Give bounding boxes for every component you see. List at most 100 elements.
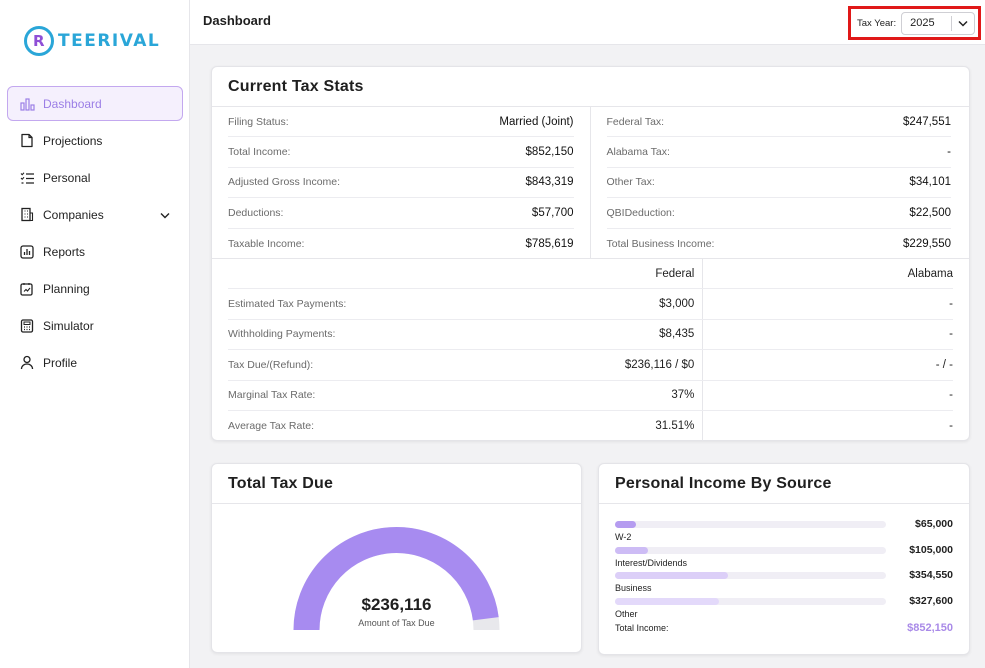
table-row-label: Withholding Payments: [228, 328, 336, 341]
state-value: - [949, 298, 953, 311]
tax-year-selector: Tax Year: 2025 [848, 6, 981, 40]
income-value: $105,000 [909, 543, 953, 556]
stat-label: Taxable Income: [228, 237, 305, 250]
federal-value: $236,116 / $0 [561, 350, 704, 380]
income-total-value: $852,150 [907, 622, 953, 634]
income-by-source-card: Personal Income By Source $65,000 W-2 $1… [598, 463, 970, 655]
income-value: $354,550 [909, 569, 953, 581]
income-source-name: Other [615, 608, 638, 619]
table-row-label: Average Tax Rate: [228, 420, 314, 433]
brand-logo[interactable]: R TEERIVAL [24, 26, 160, 56]
sidebar-item-dashboard[interactable]: Dashboard [7, 86, 183, 121]
stat-label: Filing Status: [228, 115, 289, 128]
sidebar-item-label: Companies [43, 207, 104, 222]
list-item: $65,000 W-2 [615, 518, 953, 544]
document-icon [19, 133, 35, 149]
income-source-name: Interest/Dividends [615, 557, 688, 568]
stats-summary: Filing Status: Married (Joint) Total Inco… [212, 107, 969, 259]
sidebar-item-personal[interactable]: Personal [7, 160, 183, 195]
card-title: Total Tax Due [212, 464, 581, 504]
table-header-state: Alabama [907, 267, 953, 280]
stat-value: - [947, 146, 951, 159]
stats-left-column: Filing Status: Married (Joint) Total Inco… [212, 107, 591, 258]
sidebar-item-label: Simulator [43, 318, 94, 333]
stat-row: Total Income: $852,150 [228, 137, 574, 168]
federal-value: 31.51% [561, 410, 704, 442]
stat-label: Total Income: [228, 146, 291, 159]
stat-value: $852,150 [525, 146, 574, 159]
sidebar-item-profile[interactable]: Profile [7, 345, 183, 380]
stat-row: Total Business Income: $229,550 [607, 229, 952, 259]
tax-due-caption: Amount of Tax Due [358, 618, 435, 628]
stat-label: Deductions: [228, 206, 284, 219]
tax-due-gauge: $236,116 Amount of Tax Due [212, 505, 581, 653]
stat-value: $247,551 [903, 115, 951, 128]
stat-value: $22,500 [909, 206, 951, 219]
stat-label: Adjusted Gross Income: [228, 176, 341, 189]
state-value: - [949, 389, 953, 402]
chevron-down-icon[interactable] [160, 208, 170, 222]
state-value: - [949, 420, 953, 433]
current-tax-stats-card: Current Tax Stats Filing Status: Married … [211, 66, 970, 442]
stat-label: QBIDeduction: [606, 206, 675, 219]
income-source-name: Business [615, 583, 652, 593]
report-chart-icon [19, 244, 35, 260]
brand-name: TEERIVAL [58, 31, 161, 51]
stat-value: $34,101 [909, 176, 951, 189]
income-bar-track [615, 521, 886, 528]
sidebar-item-projections[interactable]: Projections [7, 123, 183, 158]
bar-chart-icon [19, 96, 35, 112]
income-bar-track [615, 597, 886, 605]
income-value: $327,600 [909, 594, 953, 607]
table-row: Withholding Payments: $8,435 - [228, 319, 953, 351]
sidebar-item-label: Profile [43, 355, 78, 370]
table-row: Average Tax Rate: 31.51% - [228, 410, 953, 442]
income-bar-fill [615, 597, 720, 605]
tax-year-label: Tax Year: [857, 17, 897, 29]
income-bar-fill [615, 546, 649, 554]
federal-value: 37% [561, 380, 704, 410]
gauge-svg [293, 527, 500, 631]
table-header-federal: Federal [561, 259, 704, 289]
stat-row: Taxable Income: $785,619 [228, 229, 574, 259]
tax-year-dropdown[interactable]: 2025 [901, 11, 976, 35]
income-total-label: Total Income: [615, 623, 669, 633]
tax-payments-table: Federal Alabama Estimated Tax Payments: … [212, 259, 969, 442]
income-bar-track [615, 572, 886, 579]
stat-value: $785,619 [525, 237, 574, 250]
income-value: $65,000 [915, 518, 953, 530]
list-item: $354,550 Business [615, 569, 953, 595]
top-bar: Dashboard Tax Year: 2025 [190, 0, 985, 45]
stat-row: Alabama Tax: - [606, 137, 951, 168]
sidebar-item-companies[interactable]: Companies [7, 197, 183, 232]
stats-right-column: Federal Tax: $247,551 Alabama Tax: - Other… [591, 107, 970, 258]
logo-mark-letter: R [33, 32, 45, 50]
income-total: Total Income: $852,150 [615, 620, 953, 634]
sidebar-item-label: Dashboard [43, 96, 102, 111]
tax-due-amount: $236,116 [361, 595, 432, 614]
sidebar-nav: Dashboard Projections Personal Companies [7, 86, 183, 382]
sidebar-item-planning[interactable]: Planning [7, 271, 183, 306]
user-icon [19, 355, 35, 371]
list-item: $327,600 Other [615, 595, 953, 621]
state-value: - / - [935, 358, 953, 371]
stat-row: Adjusted Gross Income: $843,319 [228, 168, 574, 199]
stat-value: $57,700 [531, 206, 574, 219]
income-bar-track [615, 546, 886, 554]
card-title: Personal Income By Source [599, 464, 969, 504]
stat-row: Federal Tax: $247,551 [606, 107, 951, 138]
stat-row: Other Tax: $34,101 [606, 168, 951, 199]
federal-value: $8,435 [561, 319, 704, 350]
stat-label: Federal Tax: [606, 115, 665, 128]
income-bar-fill [615, 572, 728, 579]
income-bar-fill [615, 521, 636, 528]
sidebar-item-simulator[interactable]: Simulator [7, 308, 183, 343]
stat-row: Deductions: $57,700 [228, 198, 574, 229]
sidebar-item-label: Planning [43, 281, 90, 296]
dropdown-divider [951, 15, 953, 31]
sidebar-item-reports[interactable]: Reports [7, 234, 183, 269]
logo-mark-icon: R [24, 26, 54, 56]
chevron-down-icon[interactable] [952, 20, 974, 27]
stat-value: Married (Joint) [499, 115, 574, 128]
stat-value: $843,319 [525, 176, 574, 189]
